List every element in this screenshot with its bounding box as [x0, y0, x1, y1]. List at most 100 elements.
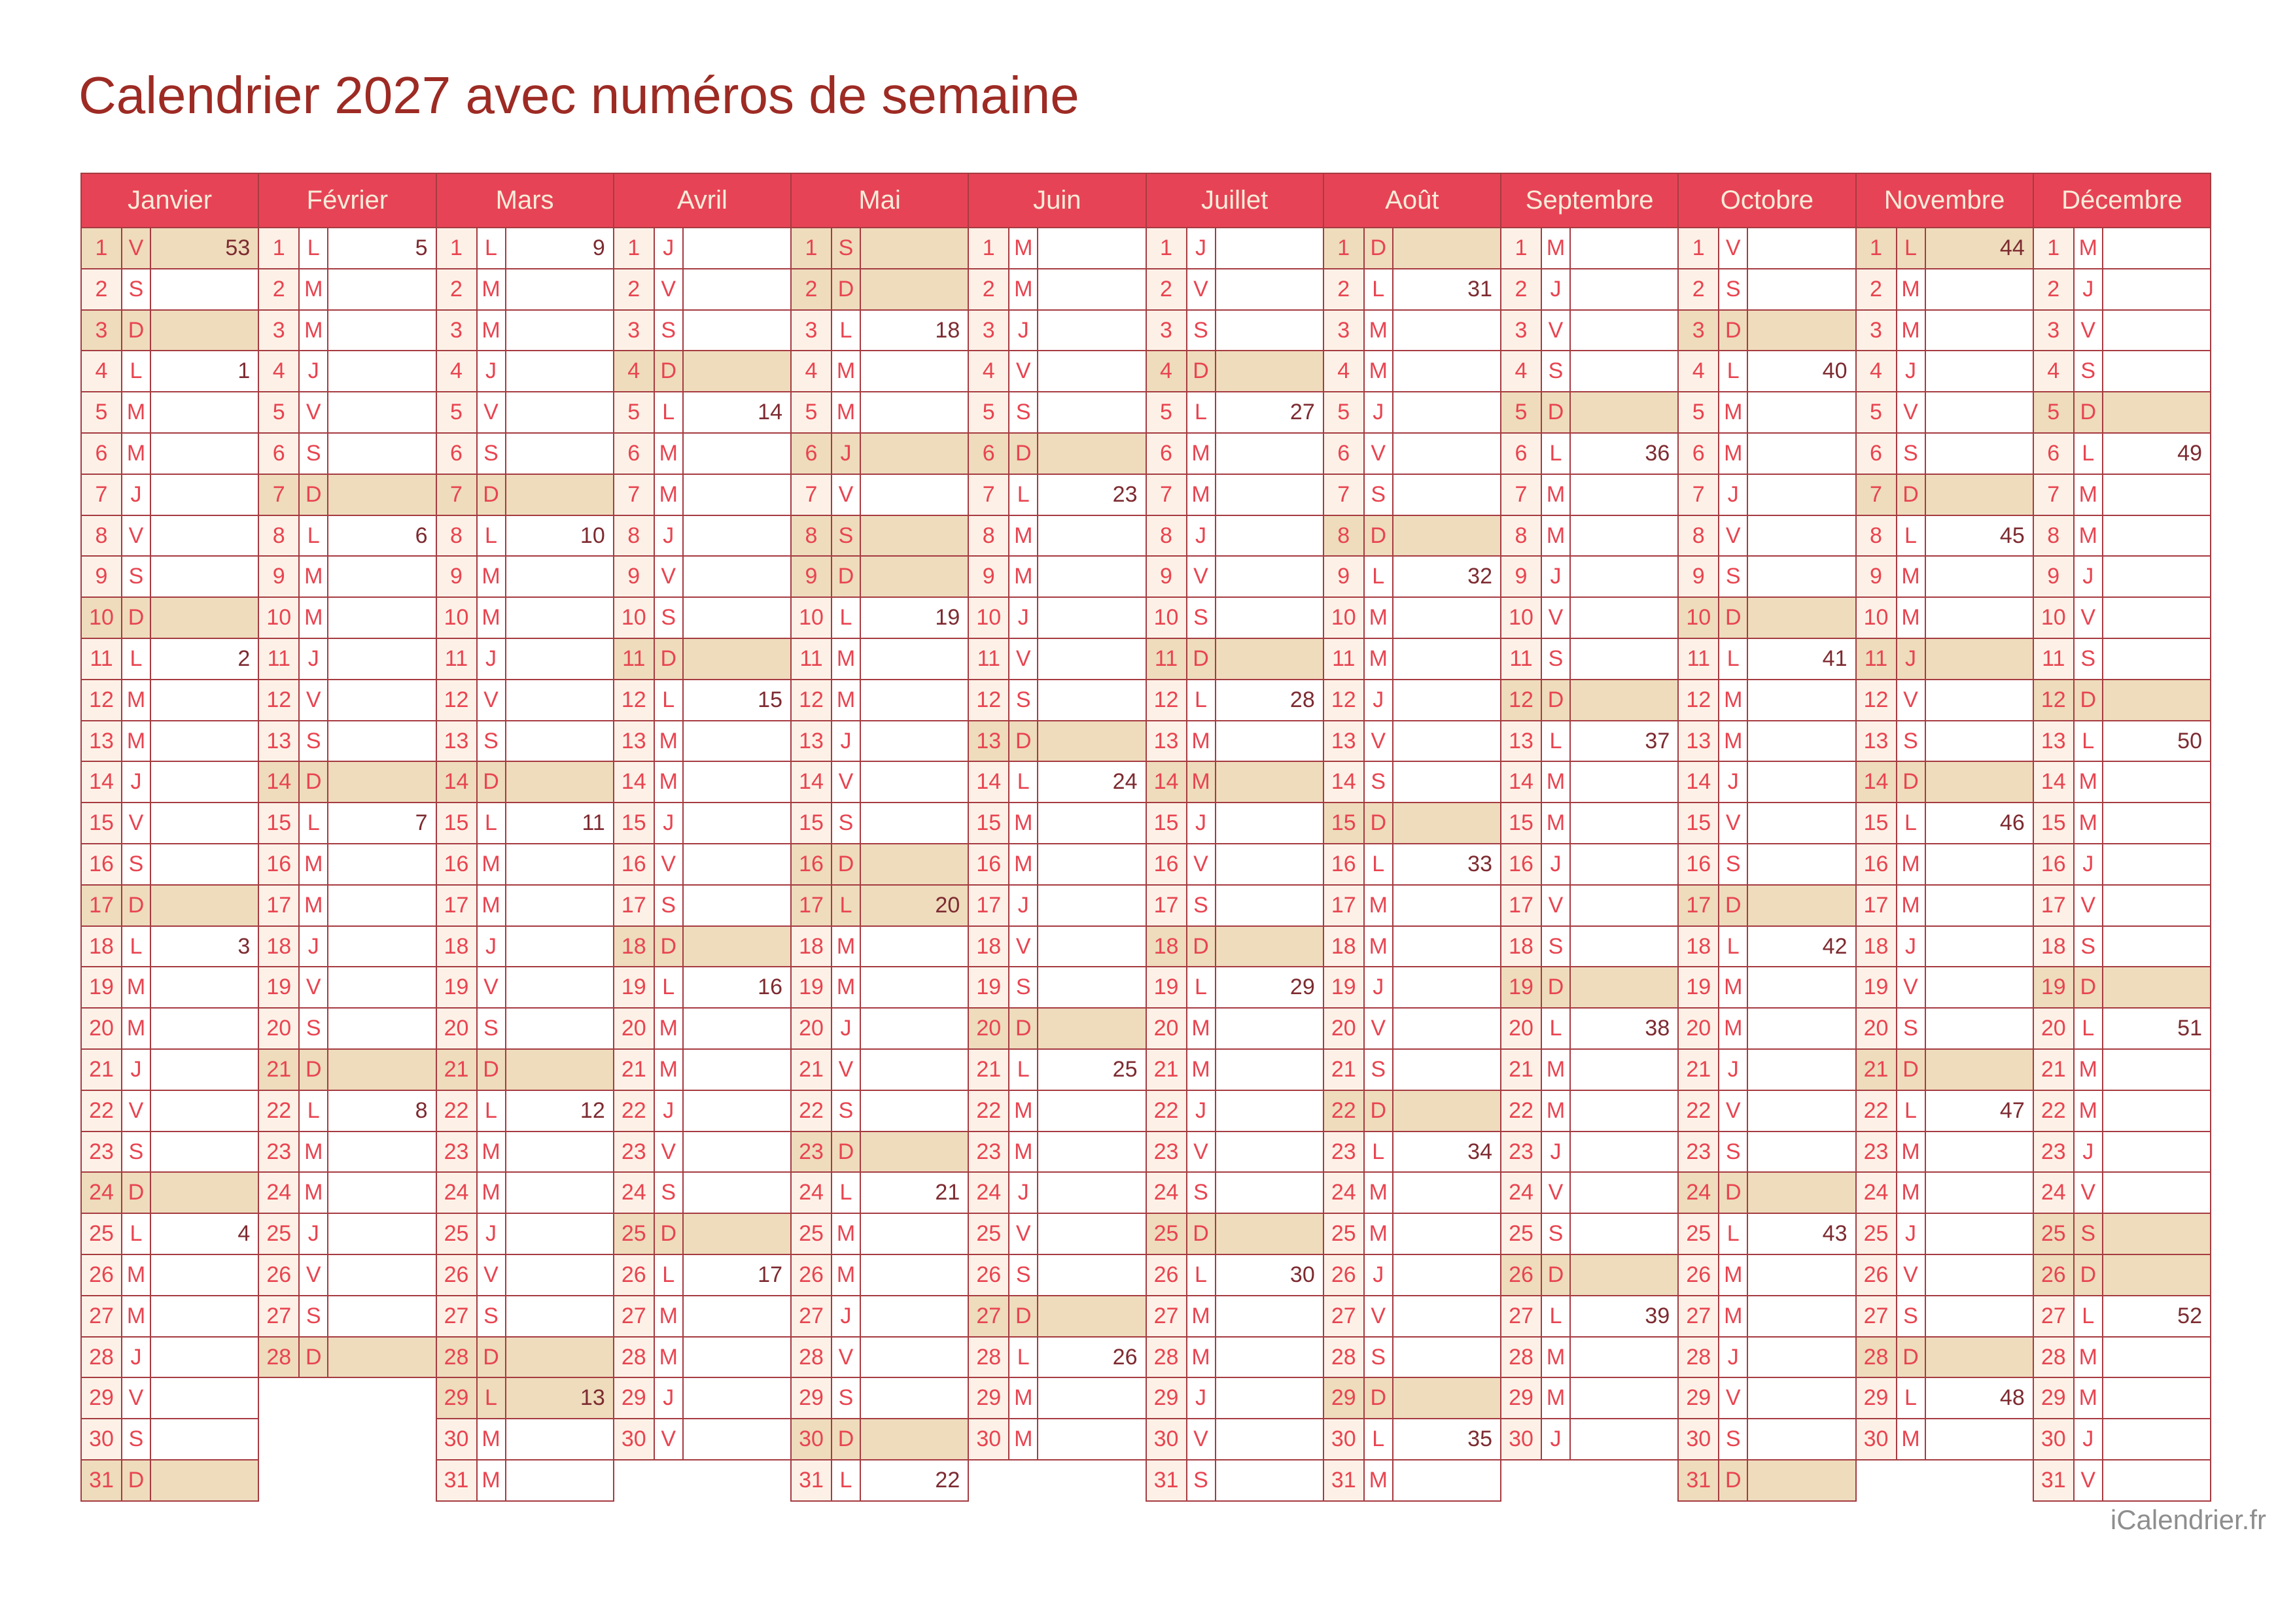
month-header: Octobre	[1679, 174, 1855, 228]
day-letter: D	[832, 844, 861, 884]
week-number	[683, 1090, 790, 1131]
day-letter: J	[654, 1378, 684, 1419]
day-number: 6	[614, 433, 655, 474]
day-row: 23 L 34	[1323, 1132, 1500, 1173]
day-row: 13 S	[1856, 721, 2033, 763]
week-number	[328, 721, 436, 761]
day-row: 28 J	[1679, 1337, 1855, 1379]
day-row: 14 S	[1323, 762, 1500, 804]
week-number	[1393, 433, 1500, 474]
day-letter: L	[1542, 433, 1571, 474]
day-row: 17 D	[1679, 885, 1855, 927]
week-number	[861, 803, 968, 843]
day-row: 26 V	[436, 1254, 613, 1296]
day-number: 16	[1501, 844, 1542, 884]
day-number: 13	[2033, 721, 2075, 761]
week-number: 18	[861, 310, 968, 351]
day-row: 29 V	[1679, 1378, 1855, 1420]
day-number: 10	[2033, 598, 2075, 638]
week-number: 41	[1748, 638, 1855, 679]
week-number: 22	[861, 1460, 968, 1500]
week-number	[1748, 228, 1855, 268]
day-number: 14	[259, 762, 300, 803]
day-row: 18 L 3	[82, 926, 258, 968]
day-letter: M	[1009, 557, 1039, 597]
day-letter: D	[122, 1173, 151, 1213]
day-letter: M	[1187, 1049, 1216, 1090]
day-row: 27 J	[792, 1296, 968, 1338]
day-number: 15	[614, 803, 655, 843]
day-letter: J	[1897, 638, 1926, 679]
day-number: 31	[792, 1460, 832, 1500]
day-letter: J	[1364, 1254, 1393, 1295]
day-row: 18 D	[614, 926, 790, 968]
week-number: 44	[1925, 228, 2033, 268]
week-number	[1748, 1132, 1855, 1172]
day-letter: D	[2074, 967, 2103, 1008]
day-row: 19 L 29	[1146, 967, 1323, 1009]
day-letter: D	[654, 1214, 684, 1254]
week-number	[1393, 1254, 1500, 1295]
day-letter: D	[122, 310, 151, 351]
day-row: 16 S	[1679, 844, 1855, 886]
day-letter: M	[832, 1214, 861, 1254]
week-number	[1038, 721, 1146, 761]
day-letter: M	[477, 310, 506, 351]
week-number: 8	[328, 1090, 436, 1131]
week-number: 2	[151, 638, 258, 679]
month-column: Mai 1 S 2 D 3 L 18 4 M 5 M 6 J 7 V 8 S 9 D 10 L 19 11 M 12 M 13 J 14 V…	[792, 174, 970, 1502]
week-number	[328, 638, 436, 679]
week-number	[1748, 967, 1855, 1008]
day-number: 1	[614, 228, 655, 268]
day-letter: S	[1542, 638, 1571, 679]
day-row: 20 S	[1856, 1009, 2033, 1050]
day-number: 1	[1679, 228, 1720, 268]
week-number	[683, 515, 790, 556]
day-number: 25	[614, 1214, 655, 1254]
day-number: 7	[1146, 474, 1187, 515]
day-number: 5	[82, 392, 122, 432]
day-row: 23 M	[436, 1132, 613, 1173]
day-letter: M	[1542, 1090, 1571, 1131]
day-number: 23	[259, 1132, 300, 1172]
week-number	[328, 557, 436, 597]
week-number	[2103, 1090, 2210, 1131]
day-number: 15	[2033, 803, 2075, 843]
day-number: 20	[1146, 1009, 1187, 1048]
day-letter: V	[477, 1254, 506, 1295]
week-number	[328, 598, 436, 638]
day-row: 11 M	[1323, 638, 1500, 680]
week-number	[1038, 351, 1146, 392]
day-number: 7	[259, 474, 300, 515]
day-number: 18	[969, 926, 1010, 967]
day-row: 16 D	[792, 844, 968, 886]
week-number	[1748, 474, 1855, 515]
week-number	[1571, 1254, 1678, 1295]
day-number: 20	[259, 1009, 300, 1048]
day-letter: J	[1364, 680, 1393, 720]
week-number	[1038, 1009, 1146, 1048]
week-number	[151, 803, 258, 843]
week-number: 34	[1393, 1132, 1500, 1172]
day-number: 7	[436, 474, 478, 515]
day-letter: M	[122, 967, 151, 1008]
day-letter: M	[1187, 474, 1216, 515]
day-row: 24 S	[1146, 1173, 1323, 1215]
day-row: 9 L 32	[1323, 557, 1500, 598]
day-letter: M	[1009, 269, 1039, 309]
day-number: 2	[1679, 269, 1720, 309]
day-letter: S	[477, 721, 506, 761]
day-letter: D	[300, 762, 329, 803]
day-letter: M	[1897, 1173, 1926, 1213]
day-number: 16	[969, 844, 1010, 884]
week-number	[1925, 598, 2033, 638]
day-row: 21 M	[1146, 1049, 1323, 1091]
day-number: 20	[2033, 1009, 2075, 1048]
day-letter: L	[832, 1460, 861, 1500]
